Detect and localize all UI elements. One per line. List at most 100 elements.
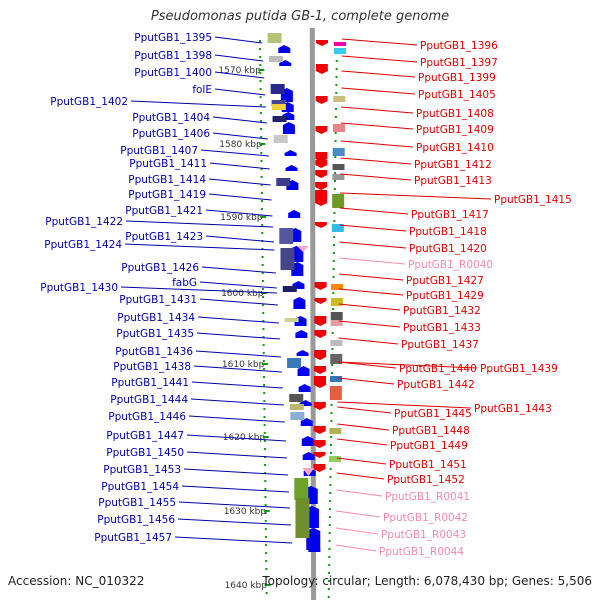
leader-line-forward [341, 106, 414, 114]
gene-arrow-forward-strand [313, 440, 326, 448]
scale-label: 1590 kbp [220, 213, 263, 223]
gene-label-reverse: PputGB1_1447 [106, 430, 184, 442]
leader-line-reverse [196, 332, 280, 340]
gene-label-forward: PputGB1_1439 [480, 363, 558, 375]
scale-label: 1610 kbp [222, 360, 265, 370]
similarity-block-left [271, 100, 286, 106]
gene-label-reverse: PputGB1_1438 [113, 361, 191, 373]
leader-line-reverse [124, 243, 275, 251]
gene-arrow-reverse-strand [295, 330, 308, 338]
leader-line-reverse [188, 415, 285, 423]
gene-arrow-forward-strand [315, 96, 328, 104]
leader-line-forward [339, 273, 404, 281]
similarity-block-right [330, 298, 343, 306]
gene-label-reverse: PputGB1_1453 [103, 464, 181, 476]
leader-line-forward [336, 527, 379, 535]
rna-marker [296, 246, 309, 252]
gene-label-reverse: PputGB1_1430 [40, 282, 118, 294]
similarity-block-right [330, 340, 343, 346]
leader-line-reverse [205, 209, 273, 217]
leader-line-reverse [130, 100, 266, 108]
leader-line-reverse [125, 220, 274, 228]
gene-label-reverse: PputGB1_1436 [115, 346, 193, 358]
similarity-block-left [268, 56, 283, 62]
similarity-block-left [276, 178, 291, 186]
leader-line-reverse [174, 536, 293, 544]
gene-arrow-forward-strand [316, 40, 328, 46]
gene-arrow-forward-strand [314, 330, 327, 338]
leader-line-reverse [205, 235, 275, 243]
gene-label-reverse: PputGB1_1455 [98, 497, 176, 509]
gene-arrow-forward-strand [315, 126, 328, 134]
similarity-block-left [294, 478, 309, 500]
similarity-block-right [330, 354, 343, 364]
leader-line-reverse [208, 178, 271, 186]
gene-label-forward: PputGB1_1412 [414, 159, 492, 171]
gene-label-forward: PputGB1_1405 [418, 89, 496, 101]
gene-arrow-reverse-strand [278, 45, 291, 53]
gene-label-reverse: PputGB1_1395 [134, 32, 212, 44]
similarity-block-right [329, 376, 342, 382]
similarity-block-left [273, 135, 288, 143]
gene-label-reverse: PputGB1_1414 [128, 174, 206, 186]
leader-line-reverse [200, 149, 269, 157]
similarity-block-right [333, 48, 346, 54]
gene-label-reverse: PputGB1_1398 [134, 50, 212, 62]
gene-label-forward: PputGB1_1442 [397, 379, 475, 391]
leader-line-reverse [201, 266, 276, 274]
leader-line-forward [341, 87, 416, 95]
similarity-block-left [272, 116, 287, 122]
gene-arrow-forward-strand [315, 64, 328, 74]
gene-arrow-reverse-strand [302, 452, 315, 460]
similarity-block-right [332, 148, 345, 156]
accession-text: Accession: NC_010322 [8, 574, 145, 588]
leader-line-forward [339, 241, 407, 249]
gene-label-reverse: folE [192, 84, 212, 96]
scale-label: 1570 kbp [218, 66, 261, 76]
leader-line-reverse [177, 518, 292, 526]
gene-label-reverse: PputGB1_1407 [120, 145, 198, 157]
leader-line-reverse [195, 350, 281, 358]
leader-line-forward [336, 472, 385, 480]
gene-label-reverse: PputGB1_1457 [94, 532, 172, 544]
gene-arrow-reverse-strand [298, 384, 311, 392]
scale-label: 1600 kbp [221, 289, 264, 299]
leader-line-forward [341, 55, 418, 63]
gene-arrow-forward-strand [315, 170, 328, 178]
similarity-block-right [333, 42, 346, 46]
leader-line-forward [340, 157, 412, 165]
leader-line-reverse [120, 286, 278, 294]
similarity-block-left [287, 358, 302, 368]
similarity-block-right [329, 456, 342, 462]
similarity-block-left [279, 228, 294, 244]
leader-line-forward [337, 377, 395, 385]
gene-label-reverse: PputGB1_1400 [134, 67, 212, 79]
genome-summary-text: Topology: circular; Length: 6,078,430 bp… [262, 574, 592, 588]
gene-label-forward: PputGB1_1451 [389, 459, 467, 471]
gene-arrow-forward-strand [315, 190, 328, 206]
backbone-line [309, 27, 317, 600]
gene-label-reverse: PputGB1_1435 [116, 328, 194, 340]
leader-line-forward [341, 70, 416, 78]
gene-label-reverse: PputGB1_1434 [117, 312, 195, 324]
leader-line-reverse [212, 132, 268, 140]
gene-label-reverse: PputGB1_1402 [50, 96, 128, 108]
feature-tracks: 1570 kbp 1580 kbp 1590 kbp 1600 kbp 1610 kbp… [218, 27, 346, 600]
gene-arrow-forward-strand [315, 152, 328, 162]
gene-arrow-reverse-strand [293, 297, 306, 309]
gene-label-reverse: PputGB1_1456 [97, 514, 175, 526]
leader-line-forward [337, 406, 392, 414]
gene-label-forward: PputGB1_R0040 [408, 259, 493, 271]
similarity-block-left [270, 84, 285, 94]
gene-label-forward: PputGB1_1443 [474, 403, 552, 415]
gene-label-forward: PputGB1_1410 [416, 142, 494, 154]
gene-label-reverse: PputGB1_1454 [101, 481, 179, 493]
gene-label-forward: PputGB1_R0041 [385, 491, 470, 503]
gene-arrow-forward-strand [315, 160, 328, 168]
gene-label-forward: PputGB1_1396 [420, 40, 498, 52]
leader-line-reverse [214, 71, 265, 79]
leader-line-reverse [183, 468, 289, 476]
gene-arrow-reverse-strand [285, 165, 298, 171]
gene-arrow-forward-strand [314, 282, 327, 290]
similarity-block-right [332, 164, 345, 170]
